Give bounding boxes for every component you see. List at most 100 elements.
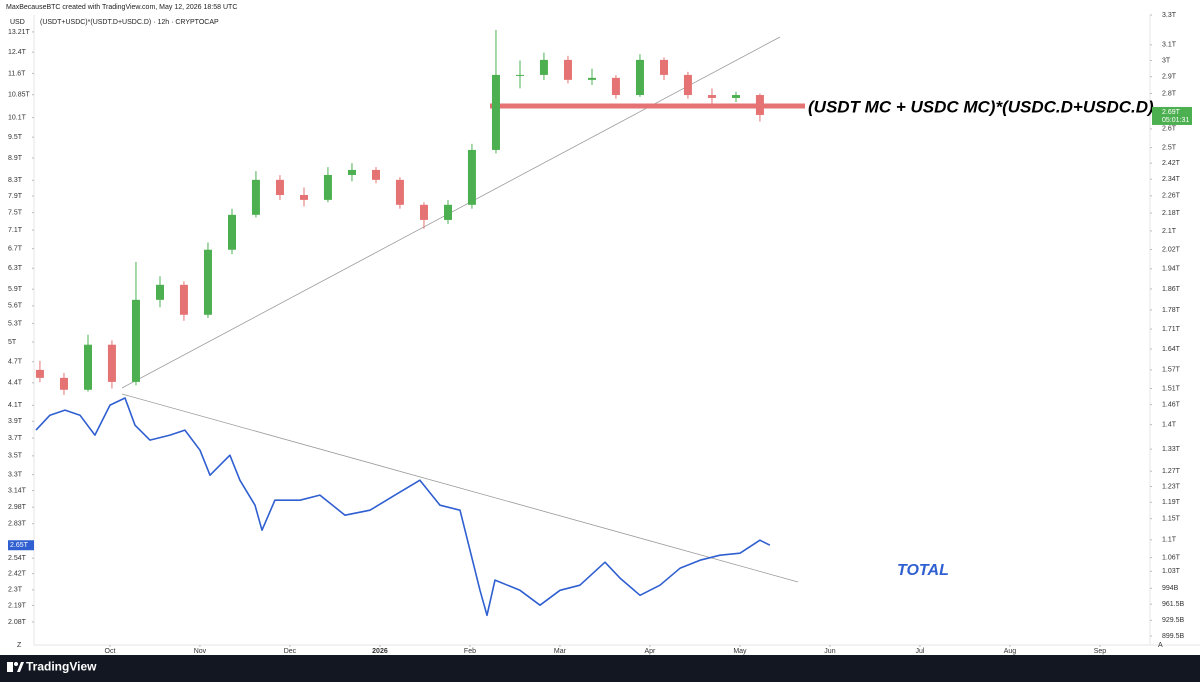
candle-body (347, 169, 356, 175)
y-tick-label: 2.83T (8, 521, 27, 528)
candle-body (251, 179, 260, 215)
candle-body (707, 95, 716, 98)
candle (107, 340, 116, 389)
y-tick-label: 12.4T (8, 49, 27, 56)
candle (444, 200, 452, 225)
candle (707, 88, 716, 104)
candle-body (203, 249, 212, 315)
y-tick-label: 2.08T (8, 619, 27, 626)
candle-body (35, 369, 44, 378)
candle (323, 167, 332, 203)
y-tick-label: 9.5T (8, 134, 23, 141)
candle (660, 57, 668, 81)
y2-tick-label: 3.3T (1162, 12, 1177, 19)
y-tick-label: 2.54T (8, 555, 27, 562)
y-tick-label: 3.7T (8, 435, 23, 442)
y-tick-label: 7.5T (8, 209, 23, 216)
y2-tick-label: 1.46T (1162, 401, 1181, 408)
y-tick-label: 3.14T (8, 487, 27, 494)
y2-tick-label: 1.03T (1162, 568, 1181, 575)
y2-tick-label: 1.64T (1162, 346, 1181, 353)
y2-tick-label: 929.5B (1162, 617, 1185, 624)
y-tick-label: 3.5T (8, 453, 23, 460)
x-tick-label: Apr (645, 648, 657, 655)
candle (755, 93, 764, 122)
credit: MaxBecauseBTC created with TradingView.c… (6, 4, 237, 11)
candle-body (59, 377, 68, 390)
y2-tick-label: 1.51T (1162, 385, 1181, 392)
y2-tick-label: 1.94T (1162, 266, 1181, 273)
y2-tick-label: 1.23T (1162, 483, 1181, 490)
candle (372, 167, 380, 184)
candle-body (491, 74, 500, 150)
y2-tick-label: 3T (1162, 57, 1171, 64)
logo-part (14, 662, 18, 666)
candle (467, 143, 476, 209)
candle (131, 261, 140, 386)
candle (419, 202, 428, 229)
candle-body (588, 77, 596, 80)
x-tick-label: May (733, 648, 747, 655)
y2-tick-label: 2.02T (1162, 246, 1181, 253)
candle-body (84, 344, 92, 390)
y-tick-label: 2.98T (8, 504, 27, 511)
y2-tick-label: 2.6T (1162, 126, 1177, 133)
y-tick-label: 7.9T (8, 193, 23, 200)
candle (491, 29, 500, 154)
symbol-legend: (USDT+USDC)*(USDT.D+USDC.D) · 12h · CRYP… (40, 19, 219, 26)
y-tick-label: 4.7T (8, 359, 23, 366)
candle-body (156, 284, 164, 300)
candle (732, 91, 740, 103)
brand-logo (7, 662, 24, 672)
trend-line (121, 393, 799, 583)
candle-annotation: (USDT MC + USDC MC)*(USDC.D+USDC.D) (808, 97, 1154, 116)
y-tick-label: 4.1T (8, 402, 23, 409)
candle-body (228, 214, 236, 250)
candle-body (395, 179, 404, 205)
candle-body (563, 59, 572, 80)
y-tick-label: 5.9T (8, 286, 23, 293)
y2-tick-label: 2.9T (1162, 74, 1177, 81)
y-tick-label: 8.9T (8, 155, 23, 162)
candle-body (179, 284, 188, 315)
candle (84, 334, 92, 392)
candle-body (107, 344, 116, 382)
footer-bar (0, 655, 1200, 682)
logo-part (7, 662, 13, 672)
y-tick-label: 10.1T (8, 114, 27, 121)
x-tick-label: Jun (824, 648, 835, 655)
candle (59, 372, 68, 395)
candle-body (300, 195, 308, 200)
y-tick-label: 7.1T (8, 227, 23, 234)
candle (611, 75, 620, 99)
y-tick-label: 10.85T (8, 92, 31, 99)
candle-body (467, 149, 476, 205)
y2-tick-label: 1.86T (1162, 286, 1181, 293)
price-tag: 2.69T (1162, 109, 1181, 116)
x-tick-label: Sep (1094, 648, 1107, 655)
total-annotation: TOTAL (897, 562, 949, 579)
line-series (35, 397, 771, 617)
y-tick-label: 2.19T (8, 602, 27, 609)
x-tick-label: Mar (554, 648, 567, 655)
y2-tick-label: 3.1T (1162, 42, 1177, 49)
price-tag-bg (8, 540, 34, 551)
y2-tick-label: 1.57T (1162, 367, 1181, 374)
y-tick-label: 2.3T (8, 587, 23, 594)
candle (347, 163, 356, 182)
scale-button[interactable]: A (1158, 642, 1163, 649)
y-tick-label: 6.3T (8, 265, 23, 272)
candle (516, 60, 524, 89)
y2-tick-label: 2.26T (1162, 193, 1181, 200)
candle-body (516, 74, 524, 76)
y-tick-label: 3.3T (8, 471, 23, 478)
y2-tick-label: 2.42T (1162, 160, 1181, 167)
candle-body (372, 169, 380, 180)
y2-tick-label: 1.15T (1162, 515, 1181, 522)
candle (35, 360, 44, 383)
scale-button[interactable]: Z (17, 642, 22, 649)
x-tick-label: Feb (464, 648, 476, 655)
